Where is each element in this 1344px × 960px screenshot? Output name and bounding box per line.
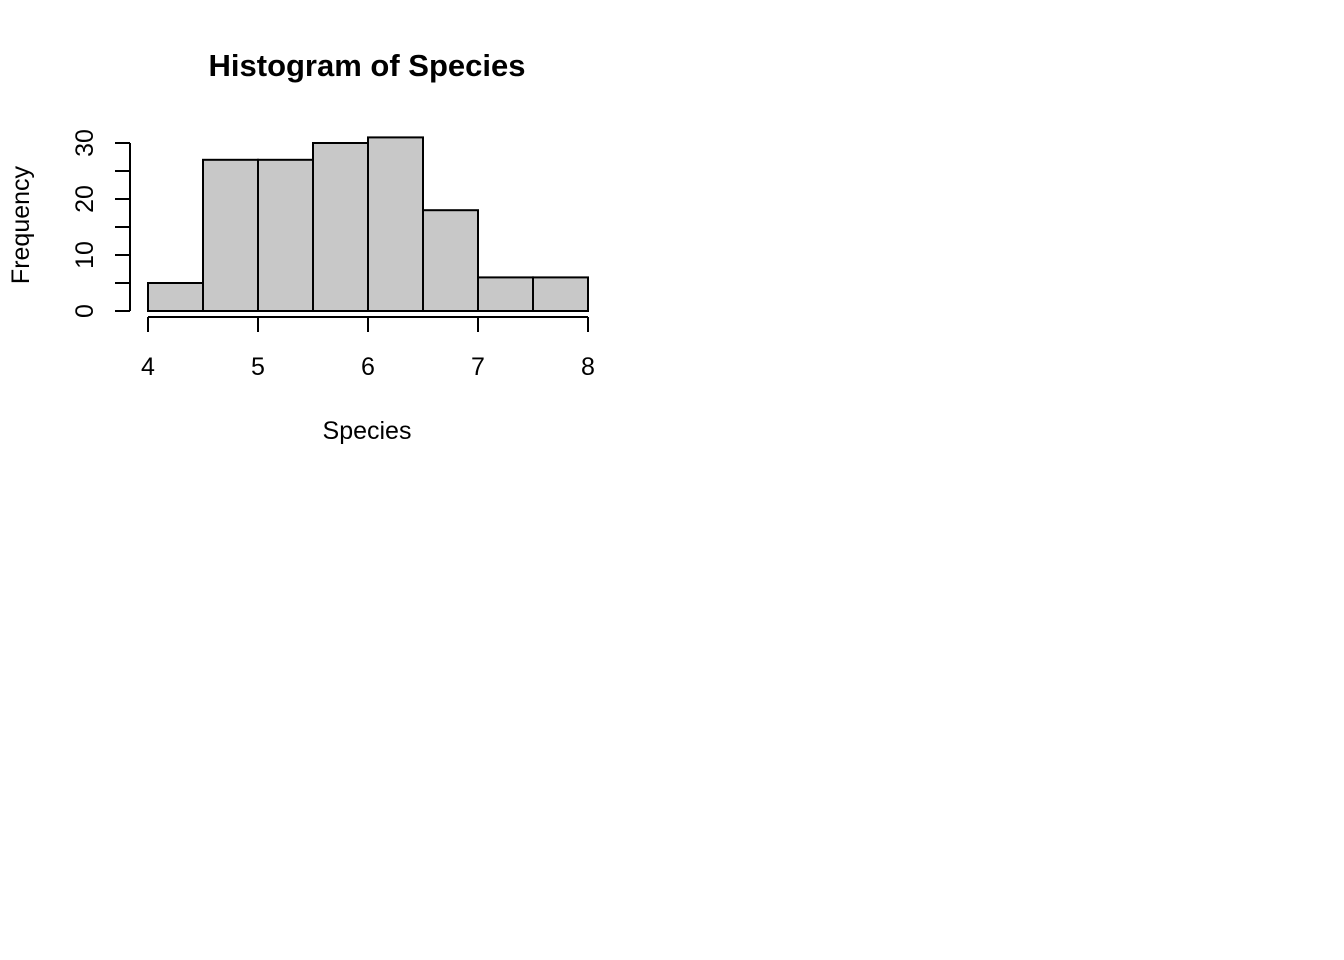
histogram-bar-3	[312, 142, 369, 312]
y-axis: 0 10 20 30	[71, 129, 131, 318]
x-tick-label: 7	[471, 353, 485, 381]
y-tick-label: 20	[71, 185, 99, 213]
y-tick-label: 30	[71, 129, 99, 157]
chart-title: Histogram of Species	[209, 48, 526, 83]
y-tick-label: 10	[71, 241, 99, 269]
x-axis: 4 5 6 7 8	[141, 316, 595, 381]
histogram-bar-6	[477, 276, 534, 312]
histogram-bar-4	[367, 136, 424, 312]
x-tick-label: 5	[251, 353, 265, 381]
histogram-bar-0	[147, 282, 204, 312]
x-tick-label: 8	[581, 353, 595, 381]
x-tick-label: 6	[361, 353, 375, 381]
histogram-bar-5	[422, 209, 479, 312]
histogram-bar-2	[257, 158, 314, 312]
y-tick-label: 0	[71, 304, 99, 318]
histogram-bar-7	[532, 276, 589, 312]
y-axis-label: Frequency	[7, 165, 35, 284]
histogram-bar-1	[202, 158, 259, 312]
x-tick-label: 4	[141, 353, 155, 381]
x-axis-label: Species	[323, 417, 412, 445]
bars-group	[147, 136, 589, 312]
